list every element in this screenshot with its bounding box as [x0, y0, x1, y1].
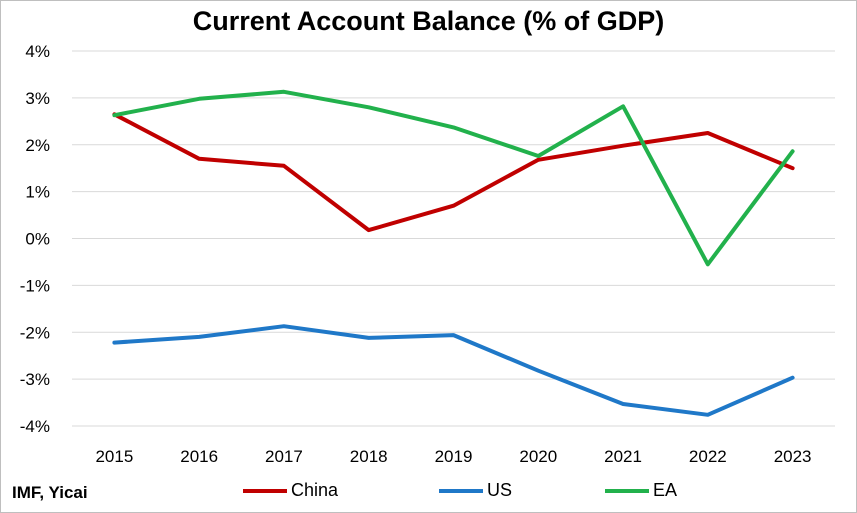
legend-label: China: [291, 480, 339, 500]
x-tick-label: 2019: [435, 447, 473, 466]
y-tick-label: 1%: [25, 183, 50, 202]
x-tick-label: 2022: [689, 447, 727, 466]
series-line-china: [112, 112, 795, 233]
legend-swatch: [605, 488, 649, 493]
y-tick-label: 4%: [25, 42, 50, 61]
series-line-ea: [112, 89, 795, 267]
x-tick-label: 2017: [265, 447, 303, 466]
series-line-us: [112, 324, 795, 417]
y-tick-label: -1%: [20, 276, 50, 295]
legend-label: EA: [653, 480, 678, 500]
legend-item-china: China: [243, 480, 338, 501]
x-axis-ticks: 2015 2016 2017 2018 2019 2020 2021 2022 2023: [95, 447, 811, 466]
legend: China US EA: [0, 480, 857, 504]
x-tick-label: 2023: [774, 447, 812, 466]
x-tick-label: 2021: [604, 447, 642, 466]
x-tick-label: 2020: [519, 447, 557, 466]
source-note: IMF, Yicai: [12, 483, 88, 502]
series-lines: [112, 89, 795, 417]
legend-label: US: [487, 480, 513, 500]
y-tick-label: -3%: [20, 370, 50, 389]
legend-swatch: [243, 488, 287, 493]
grid-lines: [72, 50, 835, 427]
y-tick-label: -4%: [20, 417, 50, 436]
legend-item-ea: EA: [605, 480, 677, 501]
x-tick-label: 2015: [95, 447, 133, 466]
y-tick-label: -2%: [20, 323, 50, 342]
y-tick-label: 3%: [25, 89, 50, 108]
y-tick-label: 2%: [25, 136, 50, 155]
y-tick-label: 0%: [25, 230, 50, 249]
x-tick-label: 2018: [350, 447, 388, 466]
x-tick-label: 2016: [180, 447, 218, 466]
y-axis-ticks: 4% 3% 2% 1% 0% -1% -2% -3% -4%: [20, 42, 50, 436]
chart-title: Current Account Balance (% of GDP): [192, 6, 665, 36]
legend-swatch: [439, 488, 483, 493]
legend-item-us: US: [439, 480, 512, 501]
